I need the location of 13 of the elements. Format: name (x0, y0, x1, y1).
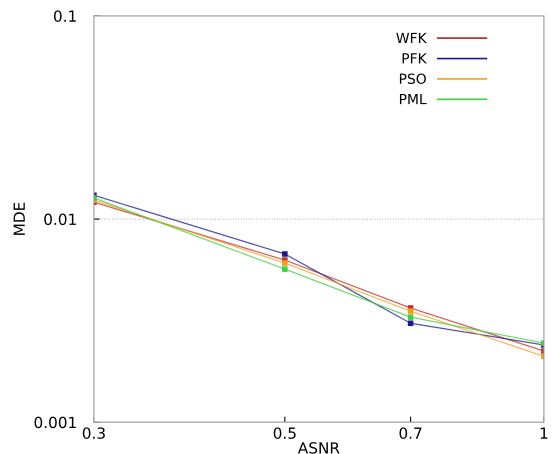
legend-label: WFK (396, 32, 427, 44)
legend-label: PML (400, 94, 427, 104)
x-tick-label: 0.5 (274, 427, 296, 439)
y-tick-label: 0.1 (54, 10, 76, 22)
legend-label: PSO (400, 73, 426, 84)
x-tick-label: 0.3 (82, 427, 105, 439)
x-axis-title: ASNR (298, 442, 340, 454)
legend-label: PFK (402, 53, 427, 64)
y-axis-title: MDE (14, 202, 25, 235)
y-tick-label: 0.001 (34, 416, 76, 428)
x-tick-label: 1 (540, 428, 548, 439)
x-tick-label: 0.7 (399, 427, 422, 439)
y-tick-label: 0.01 (44, 214, 76, 226)
